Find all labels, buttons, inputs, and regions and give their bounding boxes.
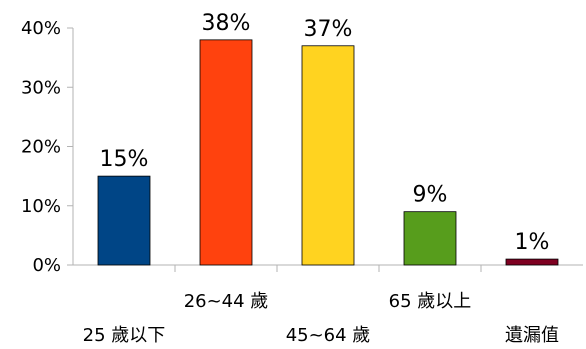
data-label-group: 15% 38% 37% 9% 1%: [100, 11, 550, 255]
bar-group: [97, 39, 559, 266]
bar: [301, 45, 355, 266]
x-category-label: 65 歲以上: [389, 291, 472, 312]
x-category-label: 25 歲以下: [83, 325, 166, 346]
y-tick-group: 0% 10% 20% 30% 40%: [21, 18, 73, 276]
x-tick-group: [174, 265, 482, 272]
data-label: 9%: [413, 183, 448, 208]
x-category-label: 遺漏值: [505, 325, 559, 346]
bar: [97, 175, 151, 266]
data-label: 1%: [515, 230, 550, 255]
bar: [505, 258, 559, 266]
x-category-label: 26~44 歲: [184, 291, 269, 312]
y-tick-label: 40%: [21, 18, 61, 39]
y-tick-label: 0%: [32, 255, 61, 276]
bar: [403, 211, 457, 266]
data-label: 37%: [304, 17, 353, 42]
data-label: 38%: [202, 11, 251, 36]
x-category-label: 45~64 歲: [286, 325, 371, 346]
data-label: 15%: [100, 147, 149, 172]
y-tick-label: 10%: [21, 196, 61, 217]
y-tick-label: 20%: [21, 137, 61, 158]
y-tick-label: 30%: [21, 77, 61, 98]
bar: [199, 39, 253, 266]
